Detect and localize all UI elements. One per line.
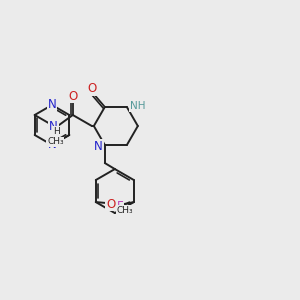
Text: NH: NH: [130, 101, 145, 111]
Text: CH₃: CH₃: [47, 137, 64, 146]
Text: N: N: [48, 98, 56, 112]
Text: F: F: [117, 200, 123, 213]
Text: O: O: [106, 198, 116, 211]
Text: N: N: [48, 139, 56, 152]
Text: O: O: [87, 82, 97, 95]
Text: H: H: [53, 127, 60, 136]
Text: N: N: [94, 140, 103, 153]
Text: O: O: [68, 89, 77, 103]
Text: CH₃: CH₃: [116, 206, 133, 214]
Text: N: N: [50, 119, 58, 133]
